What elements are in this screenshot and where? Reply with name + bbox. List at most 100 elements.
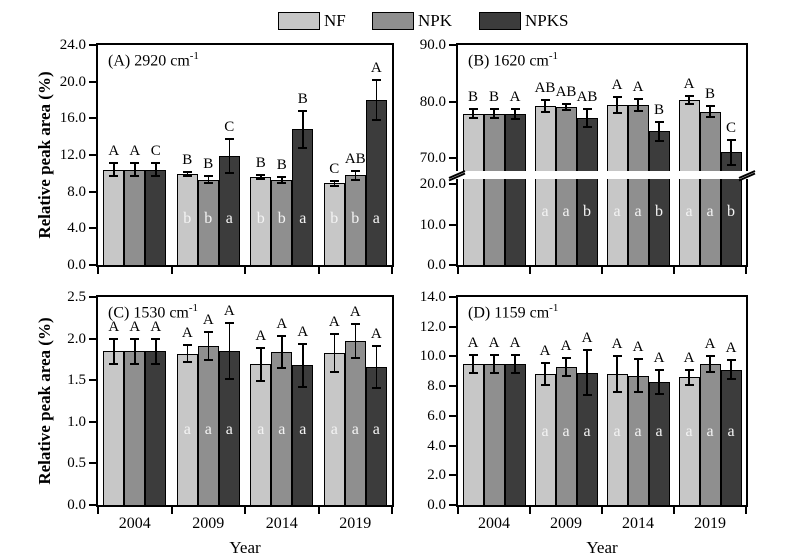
error-bar-cap-bottom — [298, 146, 308, 149]
sig-letter-upper: A — [129, 143, 141, 160]
y-tick — [449, 355, 456, 358]
y-tick-label: 12.0 — [419, 318, 446, 335]
axis-break-mark-right — [737, 167, 757, 188]
x-tick — [97, 507, 99, 514]
y-axis-title: Relative peak area (%) — [35, 317, 54, 485]
sig-letter-upper: A — [255, 327, 267, 344]
panel-title: (D) 1159 cm-1 — [468, 302, 559, 322]
error-bar — [637, 98, 639, 112]
error-bar-cap-top — [468, 353, 478, 356]
error-bar-cap-bottom — [510, 371, 520, 374]
error-bar-cap-bottom — [582, 126, 592, 129]
error-bar — [228, 322, 230, 380]
sig-letter-lower: a — [706, 423, 714, 441]
error-bar-cap-top — [256, 174, 266, 177]
error-bar-cap-top — [350, 323, 360, 326]
y-tick-label: 24.0 — [59, 37, 86, 53]
error-bar-cap-top — [329, 179, 339, 182]
error-bar-cap-bottom — [130, 175, 140, 178]
sig-letter-lower: a — [706, 202, 714, 220]
legend-swatch-npk — [372, 12, 414, 30]
y-tick — [89, 462, 96, 465]
x-tick-label: 2019 — [694, 515, 726, 532]
sig-letter-lower: b — [183, 210, 192, 228]
sig-letter-lower: a — [278, 421, 286, 439]
x-tick-label: 2004 — [118, 515, 151, 532]
error-bar — [375, 79, 377, 121]
x-tick — [529, 267, 531, 274]
error-bar-cap-top — [633, 358, 643, 361]
y-tick-label: 90.0 — [419, 37, 446, 53]
sig-letter-upper: B — [297, 91, 308, 107]
y-tick — [89, 117, 96, 120]
error-bar-cap-bottom — [109, 362, 119, 365]
sig-letter-upper: A — [349, 304, 361, 321]
sig-letter-upper: A — [467, 334, 479, 351]
bar-nf-2004 — [462, 363, 484, 505]
sig-letter-upper: A — [581, 330, 593, 347]
bar-nf-2004 — [103, 169, 125, 265]
y-tick — [449, 183, 456, 185]
error-bar-cap-bottom — [350, 178, 360, 181]
axis-break-mark-left — [447, 167, 467, 188]
bar-npks-2014 — [292, 129, 314, 265]
sig-letter-upper: A — [611, 76, 623, 93]
sig-letter-lower: a — [562, 202, 570, 220]
x-tick-label: 2009 — [192, 515, 225, 532]
error-bar-cap-top — [298, 110, 308, 112]
error-bar — [514, 108, 516, 119]
y-tick — [89, 80, 96, 83]
sig-letter-upper: A — [704, 335, 716, 352]
y-tick-label: 4.0 — [427, 437, 446, 454]
error-bar-cap-top — [224, 321, 234, 324]
error-bar-cap-bottom — [329, 370, 339, 373]
sig-letter-lower: a — [634, 423, 642, 441]
error-bar-cap-bottom — [561, 108, 571, 111]
sig-letter-lower: a — [562, 423, 570, 441]
error-bar-cap-top — [329, 332, 339, 335]
sig-letter-lower: a — [351, 421, 359, 439]
sig-letter-lower: b — [256, 210, 265, 228]
error-bar — [688, 369, 690, 385]
error-bar-cap-bottom — [130, 362, 140, 365]
y-tick-label: 14.0 — [419, 289, 446, 305]
error-bar-cap-top — [612, 95, 622, 98]
error-bar — [586, 109, 588, 128]
sig-letter-lower: a — [613, 202, 621, 220]
sig-letter-lower: a — [225, 421, 233, 439]
y-tick-label: 0.0 — [427, 497, 446, 513]
error-bar-cap-top — [298, 342, 308, 345]
sig-letter-upper: A — [560, 337, 572, 354]
legend-label-npks: NPKS — [525, 11, 569, 30]
error-bar-cap-top — [182, 171, 192, 174]
error-bar-cap-top — [540, 99, 550, 102]
bar-nf-2019 — [678, 99, 700, 265]
y-tick — [449, 157, 456, 159]
error-bar-cap-bottom — [298, 385, 308, 388]
error-bar — [113, 338, 115, 364]
error-bar — [186, 172, 188, 177]
legend-label-npk: NPK — [418, 11, 453, 30]
y-tick-label: 2.5 — [67, 289, 86, 305]
error-bar-cap-top — [540, 362, 550, 365]
error-bar-cap-bottom — [371, 119, 381, 122]
x-tick — [601, 507, 603, 514]
error-bar — [544, 363, 546, 386]
error-bar — [186, 345, 188, 362]
error-bar-cap-bottom — [684, 102, 694, 105]
y-tick-label: 8.0 — [427, 378, 446, 395]
error-bar — [134, 163, 136, 177]
sig-letter-upper: A — [683, 75, 695, 92]
x-tick-label: 2014 — [622, 515, 654, 532]
error-bar-cap-bottom — [654, 392, 664, 395]
legend-swatch-npks — [479, 12, 521, 30]
error-bar-cap-bottom — [182, 175, 192, 178]
x-tick — [529, 507, 531, 514]
error-bar-cap-top — [182, 344, 192, 347]
error-bar — [616, 96, 618, 113]
error-bar-cap-top — [109, 162, 119, 165]
error-bar-cap-top — [705, 105, 715, 108]
error-bar-cap-top — [684, 368, 694, 371]
sig-letter-lower: b — [204, 210, 213, 228]
